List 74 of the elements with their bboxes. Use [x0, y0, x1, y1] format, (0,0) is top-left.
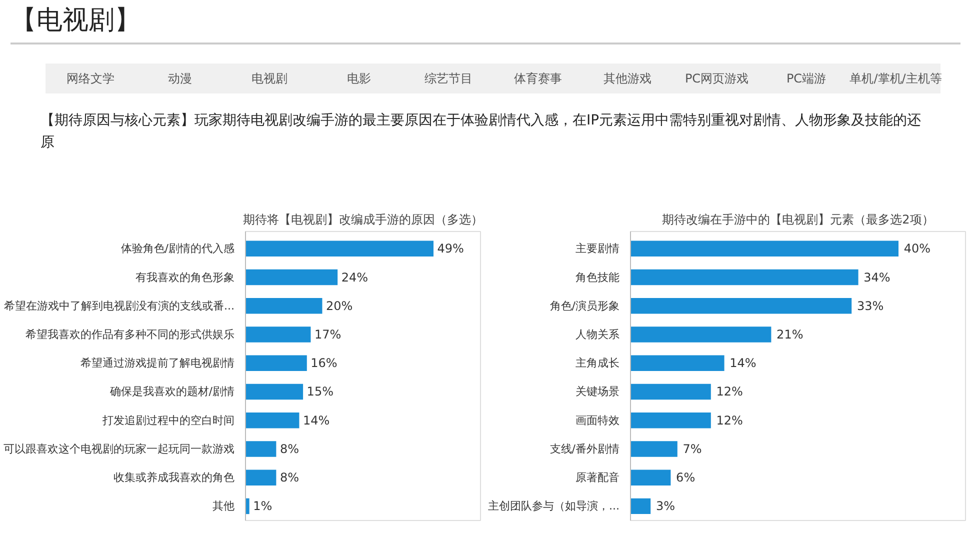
bar [246, 298, 322, 314]
text: PC网页游戏 [684, 72, 749, 86]
bar [630, 326, 772, 342]
data-label: 17% [314, 328, 342, 342]
text: 动漫 [168, 72, 192, 86]
y-tick-label: 打发追剧过程中的空白时间 [102, 414, 234, 427]
bar [246, 412, 300, 428]
text: 网络文学 [66, 72, 114, 86]
data-label: 40% [904, 242, 931, 256]
bar [630, 298, 852, 314]
y-tick-label: 支线/番外剧情 [550, 442, 620, 456]
data-label: 21% [776, 328, 804, 342]
data-label: 49% [437, 242, 464, 256]
data-label: 33% [856, 298, 884, 313]
bar [630, 269, 858, 286]
text: 电视剧 [251, 72, 288, 86]
y-tick-label: 可以跟喜欢这个电视剧的玩家一起玩同一款游戏 [4, 442, 234, 456]
data-label: 3% [656, 499, 676, 514]
y-tick-label: 画面特效 [576, 414, 620, 427]
data-label: 6% [676, 470, 696, 485]
text: 电影 [346, 72, 371, 86]
text: 综艺节目 [424, 72, 472, 86]
data-label: 34% [864, 270, 890, 284]
y-tick-label: 希望在游戏中了解到电视剧没有演的支线或番... [4, 299, 235, 312]
data-label: 14% [730, 356, 756, 370]
y-tick-label: 有我喜欢的角色形象 [136, 270, 234, 284]
y-tick-label: 主创团队参与（如导演，... [488, 500, 620, 513]
data-label: 8% [280, 442, 299, 456]
bar [246, 441, 276, 457]
data-label: 24% [341, 270, 368, 284]
bar [246, 498, 250, 514]
data-label: 8% [280, 470, 299, 485]
y-tick-label: 体验角色/剧情的代入感 [120, 242, 235, 256]
data-label: 12% [716, 413, 743, 428]
bar [246, 269, 338, 286]
data-label: 16% [310, 356, 338, 370]
y-tick-label: 确保是我喜欢的题材/剧情 [108, 385, 235, 398]
y-tick-label: 角色/演员形象 [550, 299, 620, 312]
chart-title: 期待改编在手游中的【电视剧】元素（最多选2项） [662, 212, 934, 226]
data-label: 15% [306, 384, 334, 399]
text: 其他游戏 [603, 72, 652, 86]
y-tick-label: 希望我喜欢的作品有多种不同的形式供娱乐 [26, 328, 234, 342]
data-label: 7% [682, 442, 702, 456]
bar [630, 441, 678, 457]
data-label: 14% [302, 413, 330, 428]
y-tick-label: 关键场景 [576, 385, 620, 398]
text: 【电视剧】 [10, 6, 140, 36]
bar [246, 355, 307, 371]
y-tick-label: 希望通过游戏提前了解电视剧情 [80, 356, 234, 370]
bar [630, 412, 711, 428]
bar [246, 240, 434, 257]
bar [630, 470, 671, 486]
y-tick-label: 主角成长 [576, 356, 620, 370]
bar [630, 355, 724, 371]
bar [246, 384, 304, 400]
y-tick-label: 原著配音 [576, 471, 620, 484]
bar [630, 498, 651, 514]
y-tick-label: 其他 [212, 500, 234, 513]
data-label: 1% [253, 499, 272, 514]
data-label: 20% [326, 298, 353, 313]
bar [246, 470, 276, 486]
chart-title: 期待将【电视剧】改编成手游的原因（多选） [243, 212, 483, 226]
y-tick-label: 角色技能 [576, 270, 620, 284]
y-tick-label: 人物关系 [576, 328, 620, 342]
text: 体育赛事 [514, 72, 562, 86]
text: 单机/掌机/主机等 [850, 72, 942, 86]
y-tick-label: 收集或养成我喜欢的角色 [114, 471, 234, 484]
bar [630, 384, 711, 400]
text: 【期待原因与核心元素】玩家期待电视剧改编手游的最主要原因在于体验剧情代入感，在IP元素运用中需特别重视对剧情、人物形象及技能的还原 [40, 112, 922, 150]
text: PC端游 [786, 72, 826, 86]
bar [246, 326, 311, 342]
bar [630, 240, 898, 257]
data-label: 12% [716, 384, 743, 399]
y-tick-label: 主要剧情 [576, 242, 620, 256]
